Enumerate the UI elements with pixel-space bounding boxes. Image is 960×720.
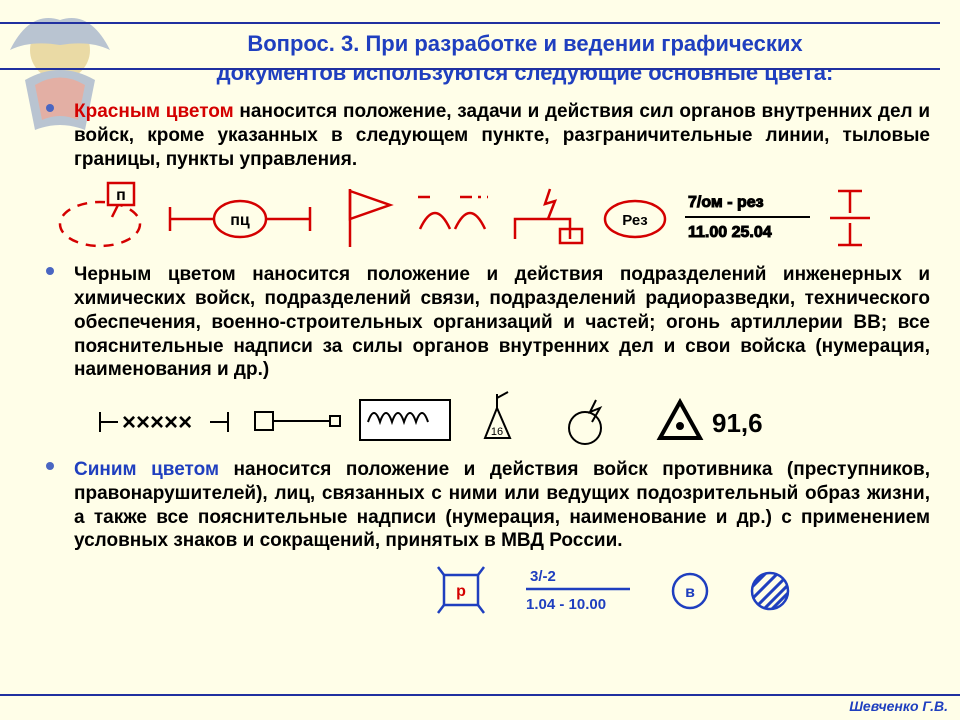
- rule-bottom: [0, 694, 960, 696]
- bullet-red: Красным цветом наносится положение, зада…: [40, 100, 930, 171]
- bullet-dot: [46, 462, 54, 470]
- svg-text:Рез: Рез: [622, 212, 647, 229]
- title-line-2: документов используются следующие основн…: [217, 60, 834, 85]
- rule-top: [0, 22, 940, 24]
- svg-text:п: п: [116, 187, 126, 204]
- bullet-blue: Синим цветом наносится положение и дейст…: [40, 458, 930, 553]
- svg-text:11.00 25.04: 11.00 25.04: [688, 224, 772, 241]
- symbols-row-black: ××××× 16 91,6: [40, 390, 930, 454]
- svg-text:3/-2: 3/-2: [530, 568, 556, 585]
- svg-text:пц: пц: [230, 212, 250, 229]
- svg-text:16: 16: [491, 426, 503, 438]
- svg-text:1.04 - 10.00: 1.04 - 10.00: [526, 596, 606, 613]
- svg-text:р: р: [456, 583, 466, 600]
- svg-text:в: в: [685, 584, 695, 601]
- symbols-row-red: п пц: [40, 179, 930, 259]
- rule-under-title: [0, 68, 940, 70]
- bullet-dot: [46, 267, 54, 275]
- title-line-1: Вопрос. 3. При разработке и ведении граф…: [247, 31, 802, 56]
- lead-black: Черным цветом: [74, 264, 236, 285]
- lead-blue: Синим цветом: [74, 459, 219, 480]
- slide-title: Вопрос. 3. При разработке и ведении граф…: [130, 30, 920, 87]
- symbols-row-blue: р 3/-2 1.04 - 10.00 в: [40, 561, 930, 621]
- lead-red: Красным цветом: [74, 101, 234, 122]
- svg-text:×××××: ×××××: [122, 409, 192, 436]
- svg-text:91,6: 91,6: [712, 408, 763, 438]
- bullet-dot: [46, 104, 54, 112]
- author-footer: Шевченко Г.В.: [849, 698, 948, 714]
- bullet-black: Черным цветом наносится положение и дейс…: [40, 263, 930, 382]
- svg-text:7/ом - рез: 7/ом - рез: [688, 194, 764, 211]
